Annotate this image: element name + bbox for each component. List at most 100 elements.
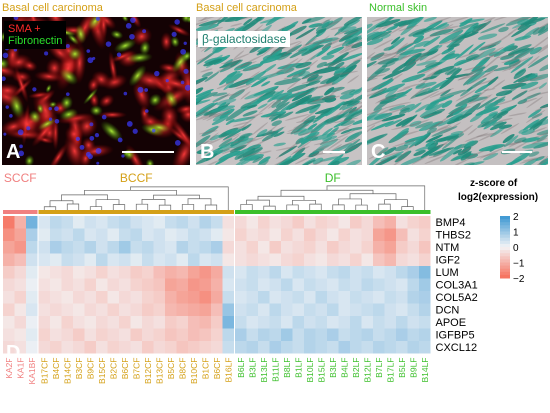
legend-swatch bbox=[500, 219, 510, 223]
stain-mark bbox=[339, 93, 354, 100]
heatmap-cell bbox=[396, 241, 408, 254]
nucleus-mark bbox=[96, 161, 100, 165]
heatmap-cell bbox=[130, 341, 142, 354]
stain-mark bbox=[225, 73, 243, 84]
group-bar-bccf bbox=[38, 210, 234, 214]
legend-swatch bbox=[500, 259, 510, 263]
stain-mark bbox=[344, 142, 362, 154]
stain-mark bbox=[313, 66, 341, 74]
stain-mark bbox=[375, 147, 389, 158]
fiber-mark bbox=[352, 55, 362, 62]
stain-mark bbox=[301, 46, 319, 57]
heatmap-cell bbox=[327, 316, 339, 329]
fiber-mark bbox=[196, 20, 209, 29]
heatmap-cell bbox=[176, 328, 188, 341]
panel-a-micrograph: SMA + Fibronectin A bbox=[2, 17, 190, 165]
stain-mark bbox=[196, 50, 218, 65]
fiber-mark bbox=[533, 130, 548, 138]
heatmap-cell bbox=[338, 316, 350, 329]
fiber-mark bbox=[529, 127, 547, 134]
heatmap-cell bbox=[304, 278, 316, 291]
fiber-mark bbox=[289, 91, 300, 101]
heatmap-cell bbox=[246, 216, 258, 229]
stain-mark bbox=[275, 97, 290, 108]
stain-mark bbox=[333, 118, 353, 128]
fiber-mark bbox=[286, 80, 300, 90]
nucleus-mark bbox=[142, 29, 147, 34]
sample-label: B16LF bbox=[223, 358, 233, 383]
fiber-mark bbox=[339, 104, 358, 115]
group-label-sccf: SCCF bbox=[4, 171, 37, 185]
heatmap-cell bbox=[50, 278, 62, 291]
nucleus-mark bbox=[95, 17, 100, 21]
fiber-mark bbox=[221, 144, 246, 155]
stain-mark bbox=[201, 71, 213, 78]
heatmap-cell bbox=[235, 341, 247, 354]
fiber-mark bbox=[459, 52, 477, 58]
heatmap-cell bbox=[246, 303, 258, 316]
fiber-mark bbox=[258, 100, 276, 114]
heatmap-cell bbox=[281, 241, 293, 254]
heatmap-cell bbox=[3, 253, 15, 266]
heatmap-cell bbox=[396, 266, 408, 279]
fiber-mark bbox=[200, 17, 212, 22]
stain-mark bbox=[243, 18, 253, 26]
heatmap-cell bbox=[407, 216, 419, 229]
stain-mark bbox=[444, 67, 457, 75]
heatmap-cell bbox=[188, 228, 200, 241]
heatmap-cell bbox=[3, 291, 15, 304]
stain-mark bbox=[382, 69, 405, 80]
nucleus-mark bbox=[87, 57, 94, 64]
stain-mark bbox=[229, 154, 253, 165]
galactosidase-image-b bbox=[196, 17, 362, 165]
heatmap-cell bbox=[3, 216, 15, 229]
fiber-mark bbox=[233, 50, 245, 60]
nucleus-mark bbox=[180, 80, 185, 85]
fiber-mark bbox=[367, 118, 388, 128]
stain-mark bbox=[346, 92, 362, 107]
fiber-mark bbox=[327, 86, 342, 98]
stain-mark bbox=[508, 60, 521, 67]
stain-mark bbox=[261, 131, 279, 142]
stain-mark bbox=[367, 133, 388, 144]
stain-mark bbox=[501, 82, 527, 90]
sample-label: B1CF bbox=[200, 358, 210, 380]
fiber-mark bbox=[228, 58, 241, 70]
heatmap-cell bbox=[14, 216, 26, 229]
fiber-mark bbox=[494, 99, 516, 106]
heatmap-cell bbox=[199, 328, 211, 341]
stain-mark bbox=[529, 46, 542, 55]
stain-mark bbox=[247, 94, 274, 105]
heatmap-cell bbox=[269, 303, 281, 316]
fiber-mark bbox=[469, 66, 484, 74]
stain-mark bbox=[503, 58, 520, 65]
dendrogram-df bbox=[240, 185, 426, 210]
stain-mark bbox=[380, 34, 391, 40]
stain-mark bbox=[527, 73, 538, 81]
stain-mark bbox=[418, 120, 444, 132]
stain-mark bbox=[256, 129, 268, 137]
heatmap-cell bbox=[258, 316, 270, 329]
cell-mark bbox=[110, 50, 134, 63]
heatmap-cell bbox=[130, 241, 142, 254]
legend-swatch bbox=[500, 240, 510, 245]
stain-mark bbox=[344, 109, 362, 121]
heatmap-cell bbox=[304, 241, 316, 254]
fiber-mark bbox=[508, 59, 522, 71]
stain-mark bbox=[427, 78, 450, 92]
heatmap-cell bbox=[165, 278, 177, 291]
legend-swatch bbox=[500, 243, 510, 248]
heatmap-cell bbox=[107, 291, 119, 304]
heatmap-cell bbox=[107, 228, 119, 241]
sample-label: B13CF bbox=[154, 358, 164, 384]
fiber-mark bbox=[325, 95, 341, 100]
heatmap-figure: SCCF BCCF DF BMP4THBS2NTMIGF2LUMCOL3A1COL5A… bbox=[3, 171, 538, 384]
heatmap-cell bbox=[258, 291, 270, 304]
heatmap-cell bbox=[292, 228, 304, 241]
nucleus-mark bbox=[125, 23, 132, 29]
heatmap-cell bbox=[304, 303, 316, 316]
heatmap-cell bbox=[119, 241, 131, 254]
fiber-mark bbox=[236, 62, 251, 69]
stain-mark bbox=[273, 142, 286, 147]
fibronectin-mark bbox=[75, 24, 87, 44]
